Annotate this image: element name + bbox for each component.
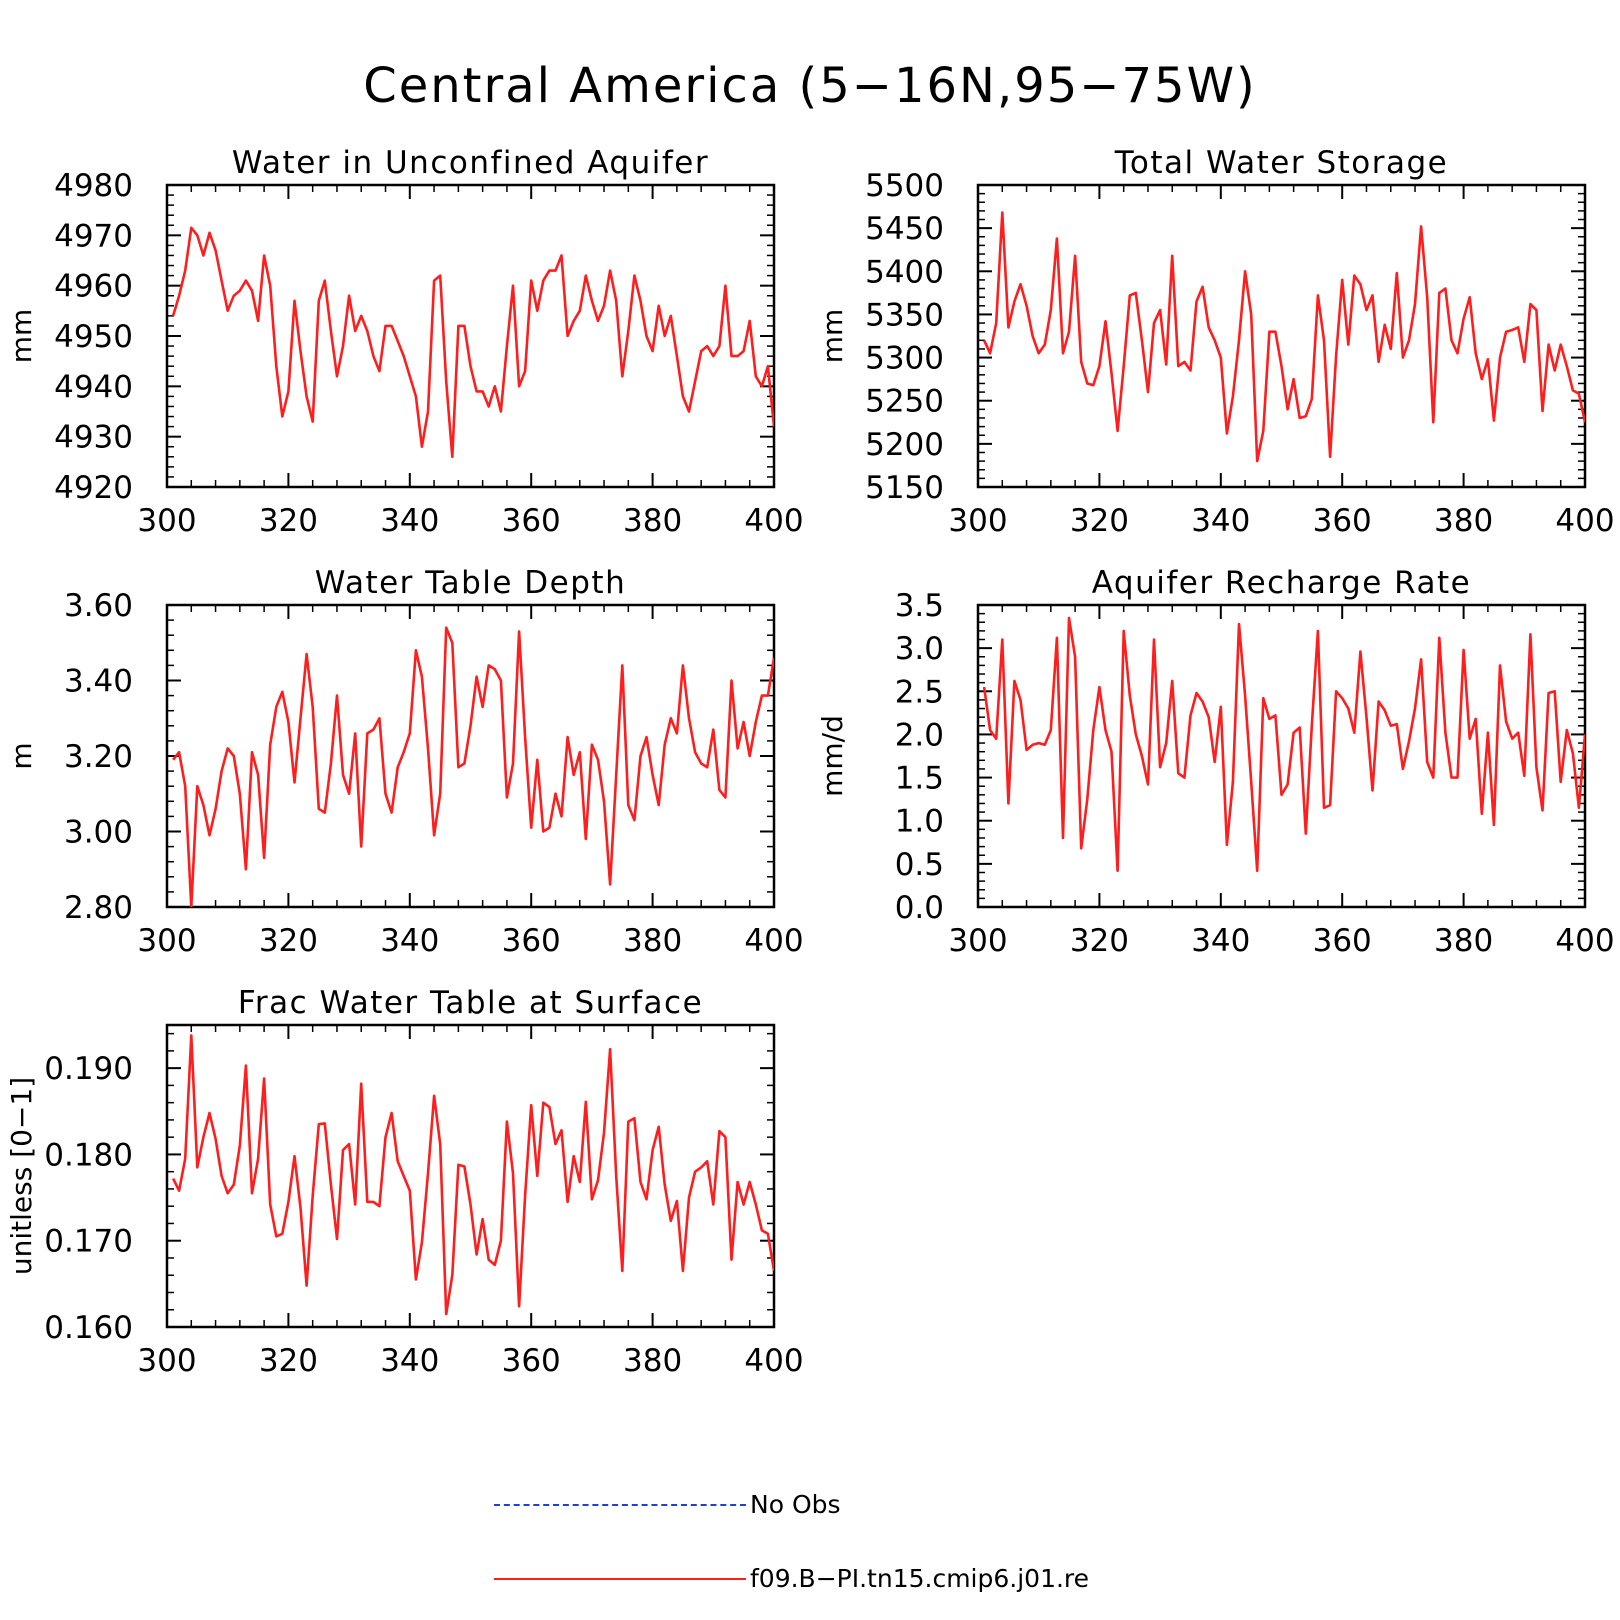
x-tick-label: 320 bbox=[259, 1343, 318, 1379]
x-tick-label: 400 bbox=[744, 503, 803, 539]
series-line bbox=[171, 1034, 774, 1316]
panel-4: Aquifer Recharge Rate mm/d 300 320 340 360 380… bbox=[816, 565, 1615, 959]
legend-line-dashed bbox=[494, 1504, 746, 1506]
x-tick-label: 320 bbox=[259, 923, 318, 959]
panel-1: Water in Unconfined Aquifer mm 300 320 340 36… bbox=[5, 145, 804, 539]
panel-title: Frac Water Table at Surface bbox=[238, 985, 703, 1021]
series-line bbox=[982, 616, 1585, 873]
x-tick-label: 340 bbox=[1191, 503, 1250, 539]
y-tick-label: 3.40 bbox=[64, 664, 133, 700]
plot-frame bbox=[165, 603, 776, 909]
x-tick-label: 320 bbox=[1070, 503, 1129, 539]
x-tick-label: 400 bbox=[744, 923, 803, 959]
y-tick-label: 3.5 bbox=[895, 588, 944, 624]
y-axis-label: m bbox=[5, 742, 38, 769]
y-tick-label: 3.60 bbox=[64, 588, 133, 624]
y-tick-label: 3.20 bbox=[64, 739, 133, 775]
x-tick-label: 300 bbox=[948, 503, 1007, 539]
x-tick-label: 340 bbox=[1191, 923, 1250, 959]
y-tick-label: 5450 bbox=[865, 211, 944, 247]
figure-title: Central America (5−16N,95−75W) bbox=[363, 58, 1257, 114]
y-tick-label: 2.80 bbox=[64, 890, 133, 926]
x-tick-label: 320 bbox=[1070, 923, 1129, 959]
panel-title: Water in Unconfined Aquifer bbox=[232, 145, 709, 181]
series-line bbox=[982, 211, 1585, 463]
y-tick-label: 5200 bbox=[865, 427, 944, 463]
y-tick-label: 2.0 bbox=[895, 717, 944, 753]
y-tick-label: 3.0 bbox=[895, 631, 944, 667]
panel-2: Total Water Storage mm 300 320 340 360 380 400 5… bbox=[816, 145, 1615, 539]
x-tick-label: 380 bbox=[623, 1343, 682, 1379]
x-tick-label: 300 bbox=[137, 1343, 196, 1379]
x-tick-label: 340 bbox=[380, 503, 439, 539]
y-tick-label: 4940 bbox=[54, 369, 133, 405]
plot-frame bbox=[165, 1023, 776, 1329]
y-axis-label: mm/d bbox=[816, 715, 849, 797]
x-tick-label: 380 bbox=[1434, 923, 1493, 959]
x-tick-label: 380 bbox=[623, 503, 682, 539]
legend-line-solid bbox=[494, 1578, 746, 1580]
x-tick-label: 360 bbox=[1313, 503, 1372, 539]
y-tick-label: 5350 bbox=[865, 297, 944, 333]
y-tick-label: 5250 bbox=[865, 384, 944, 420]
charts-canvas: Water in Unconfined Aquifer mm 300 320 340 36… bbox=[5, 145, 1615, 1379]
y-tick-label: 4920 bbox=[54, 470, 133, 506]
series-line bbox=[171, 226, 774, 459]
y-tick-label: 1.0 bbox=[895, 804, 944, 840]
y-axis-label: mm bbox=[816, 309, 849, 364]
plot-frame bbox=[165, 183, 776, 489]
x-tick-label: 300 bbox=[137, 923, 196, 959]
y-tick-label: 1.5 bbox=[895, 761, 944, 797]
plot-frame bbox=[976, 603, 1587, 909]
legend-label: No Obs bbox=[750, 1490, 841, 1519]
y-tick-label: 5500 bbox=[865, 168, 944, 204]
y-tick-label: 4950 bbox=[54, 319, 133, 355]
y-tick-label: 0.5 bbox=[895, 847, 944, 883]
y-axis-label: unitless [0−1] bbox=[5, 1077, 38, 1275]
y-tick-label: 5300 bbox=[865, 341, 944, 377]
x-tick-label: 400 bbox=[1555, 503, 1614, 539]
y-tick-label: 5150 bbox=[865, 470, 944, 506]
panel-title: Water Table Depth bbox=[315, 565, 626, 601]
y-tick-label: 2.5 bbox=[895, 674, 944, 710]
y-axis-label: mm bbox=[5, 309, 38, 364]
x-tick-label: 300 bbox=[137, 503, 196, 539]
y-tick-label: 5400 bbox=[865, 254, 944, 290]
series-line bbox=[172, 626, 774, 907]
x-tick-label: 320 bbox=[259, 503, 318, 539]
x-tick-label: 340 bbox=[380, 1343, 439, 1379]
legend-label: f09.B−PI.tn15.cmip6.j01.re bbox=[750, 1564, 1090, 1593]
x-tick-label: 360 bbox=[502, 923, 561, 959]
x-tick-label: 380 bbox=[623, 923, 682, 959]
y-tick-label: 0.0 bbox=[895, 890, 944, 926]
y-tick-label: 0.180 bbox=[44, 1137, 133, 1173]
x-tick-label: 360 bbox=[502, 1343, 561, 1379]
panel-title: Aquifer Recharge Rate bbox=[1092, 565, 1471, 601]
x-tick-label: 300 bbox=[948, 923, 1007, 959]
x-tick-label: 360 bbox=[502, 503, 561, 539]
x-tick-label: 400 bbox=[744, 1343, 803, 1379]
panel-5: Frac Water Table at Surface unitless [0−1… bbox=[5, 985, 804, 1379]
y-tick-label: 0.170 bbox=[44, 1224, 133, 1260]
x-tick-label: 400 bbox=[1555, 923, 1614, 959]
y-tick-label: 4970 bbox=[54, 218, 133, 254]
y-tick-label: 4930 bbox=[54, 420, 133, 456]
y-tick-label: 0.160 bbox=[44, 1310, 133, 1346]
y-tick-label: 0.190 bbox=[44, 1051, 133, 1087]
x-tick-label: 340 bbox=[380, 923, 439, 959]
y-tick-label: 3.00 bbox=[64, 815, 133, 851]
y-tick-label: 4960 bbox=[54, 269, 133, 305]
x-tick-label: 360 bbox=[1313, 923, 1372, 959]
x-tick-label: 380 bbox=[1434, 503, 1493, 539]
panel-3: Water Table Depth m 300 320 340 360 380 400 2.80… bbox=[5, 565, 804, 959]
panel-title: Total Water Storage bbox=[1114, 145, 1449, 181]
y-tick-label: 4980 bbox=[54, 168, 133, 204]
plot-frame bbox=[976, 183, 1587, 489]
